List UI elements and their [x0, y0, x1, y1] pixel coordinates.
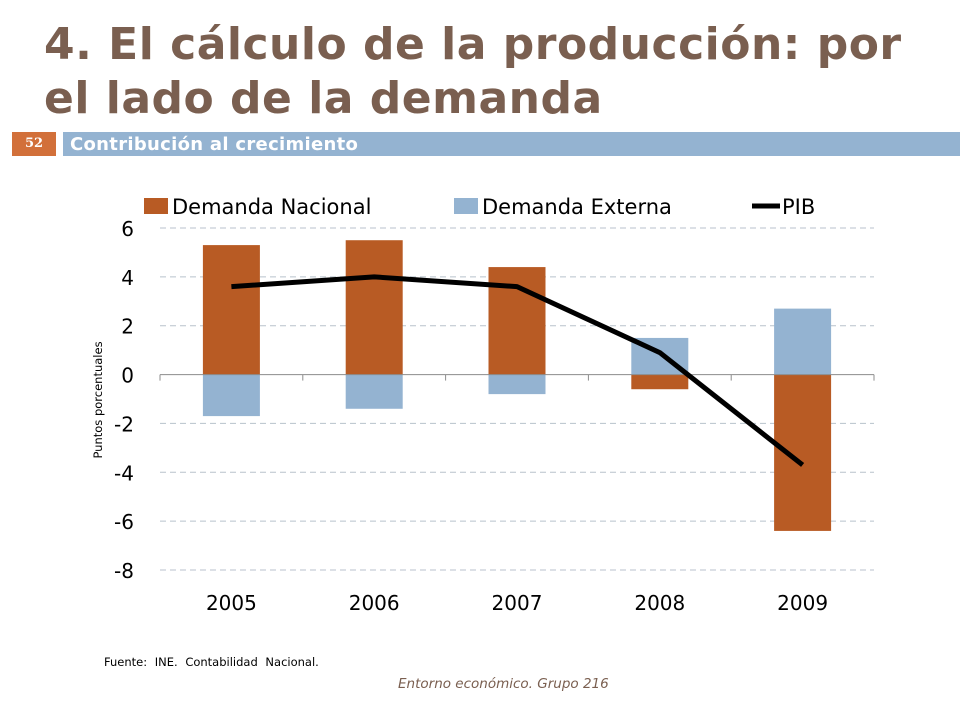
- bar-demanda-externa: [488, 374, 546, 395]
- x-tick-label: 2009: [777, 591, 828, 615]
- bar-demanda-nacional: [345, 240, 403, 375]
- y-tick-label: -6: [114, 510, 134, 534]
- legend-demanda-nacional-swatch: [144, 198, 168, 214]
- x-tick-label: 2006: [349, 591, 400, 615]
- y-tick-label: -8: [114, 559, 134, 583]
- source-note: Fuente: INE. Contabilidad Nacional.: [104, 655, 319, 669]
- y-tick-label: 6: [121, 217, 134, 241]
- y-axis-label: Puntos porcentuales: [91, 341, 105, 458]
- slide-title: 4. El cálculo de la producción: por el l…: [44, 19, 902, 124]
- subtitle-text: Contribución al crecimiento: [70, 134, 359, 155]
- bar-demanda-externa: [345, 374, 403, 409]
- legend-demanda-nacional-label: Demanda Nacional: [172, 195, 371, 219]
- bar-demanda-externa: [774, 308, 832, 375]
- x-tick-label: 2007: [492, 591, 543, 615]
- legend-demanda-externa-label: Demanda Externa: [482, 195, 672, 219]
- bar-demanda-externa: [202, 374, 260, 417]
- subtitle-banner: [63, 132, 960, 156]
- bar-demanda-nacional: [202, 245, 260, 375]
- y-tick-label: -4: [114, 461, 134, 485]
- slide-number: 52: [12, 132, 56, 156]
- legend-demanda-externa-swatch: [454, 198, 478, 214]
- bar-demanda-nacional: [631, 374, 689, 390]
- bar-demanda-nacional: [774, 374, 832, 531]
- y-tick-label: 2: [121, 315, 134, 339]
- x-tick-label: 2008: [634, 591, 685, 615]
- y-tick-label: 0: [121, 364, 134, 388]
- x-tick-label: 2005: [206, 591, 257, 615]
- footer-text: Entorno económico. Grupo 216: [398, 676, 609, 692]
- contribution-chart: 6 4 2 0 -2 -4 -6 -8 2005 2006 2007 2008 2009 Puntos p…: [91, 195, 875, 615]
- y-tick-label: 4: [121, 266, 134, 290]
- legend-pib-label: PIB: [782, 195, 815, 219]
- y-tick-label: -2: [114, 412, 134, 436]
